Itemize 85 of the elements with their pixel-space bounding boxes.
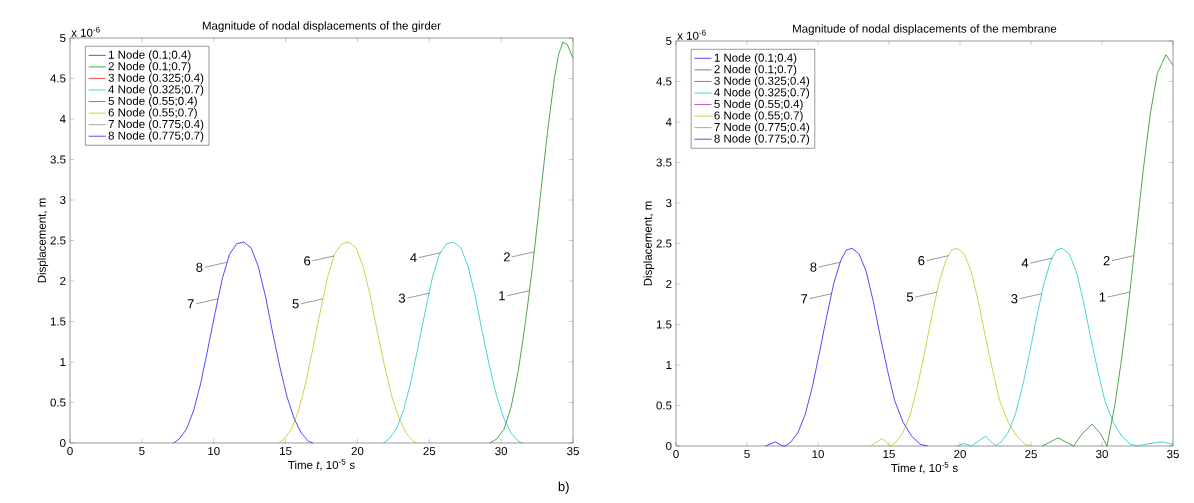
- annotation: 4: [1021, 258, 1029, 268]
- x-tick-label: 5: [744, 450, 750, 459]
- legend-label: 7 Node (0.775;0.4): [108, 119, 204, 131]
- y-tick-label: 1: [666, 361, 672, 369]
- x-tick-label: 30: [1096, 450, 1108, 459]
- y-tick-label: 3.5: [50, 155, 66, 164]
- x-tick-label: 15: [883, 450, 895, 459]
- text: x 10$^{-6}$: [71, 26, 100, 37]
- annotation: 1: [499, 291, 505, 301]
- legend-label: 6 Node (0.55;0.7): [108, 108, 197, 119]
- annotation: 7: [801, 294, 808, 304]
- y-tick-label: 3.5: [656, 158, 672, 167]
- y-tick-label: 3: [666, 198, 672, 208]
- legend-label: 2 Node (0.1;0.7): [108, 61, 191, 73]
- x-tick-label: 0: [673, 450, 679, 459]
- legend-label: 5 Node (0.55;0.4): [108, 96, 197, 108]
- y-tick-label: 5: [666, 36, 672, 45]
- annotation: 3: [398, 293, 406, 303]
- y-tick-label: 2: [60, 276, 66, 285]
- annotation: 5: [292, 299, 299, 309]
- y-tick-label: 4: [59, 115, 66, 123]
- y-tick-label: 0: [60, 438, 66, 448]
- text: b): [558, 481, 569, 494]
- y-tick-label: 0.5: [50, 398, 66, 407]
- legend-label: 5 Node (0.55;0.4): [714, 99, 803, 111]
- legend-label: 1 Node (0.1;0.4): [108, 50, 191, 62]
- legend-label: 4 Node (0.325;0.7): [108, 84, 204, 96]
- line-series: [173, 241, 314, 444]
- legend-label: 8 Node (0.775;0.7): [108, 131, 204, 142]
- y-tick-label: 2.5: [656, 239, 672, 248]
- x-tick-label: 20: [351, 447, 364, 456]
- x-tick-label: 25: [423, 447, 436, 456]
- y-tick-label: 4.5: [50, 74, 66, 83]
- x-tick-label: 10: [208, 447, 220, 456]
- x-axis-title: Time t, 10$^{-5}$ s: [891, 462, 958, 474]
- x-axis-title: Time t, 10$^{-5}$ s: [288, 459, 355, 471]
- y-tick-label: 3: [60, 195, 66, 205]
- y-axis-title: Displacement, m: [643, 201, 655, 286]
- annotation: 7: [187, 299, 194, 309]
- x-tick-label: 0: [67, 447, 73, 456]
- annotation: 4: [410, 253, 417, 263]
- chart-title: Magnitude of nodal displacements of the girder: [202, 21, 441, 32]
- y-axis-title: Displacement, m: [37, 198, 49, 283]
- y-tick-label: 2.5: [50, 236, 66, 245]
- annotation: 6: [304, 256, 311, 266]
- annotation: 1: [1099, 292, 1106, 302]
- annotation: 8: [810, 262, 817, 272]
- annotation: 8: [196, 262, 203, 272]
- chart-title: Magnitude of nodal displacements of the membrane: [793, 24, 1057, 35]
- y-tick-label: 4.5: [656, 77, 672, 86]
- legend-label: 3 Node (0.325;0.4): [714, 76, 810, 88]
- x-tick-label: 10: [812, 450, 824, 459]
- legend-label: 2 Node (0.1;0.7): [714, 64, 797, 76]
- line-series: [870, 248, 1033, 447]
- x-tick-label: 15: [280, 447, 292, 456]
- y-tick-label: 1.5: [656, 320, 672, 329]
- y-tick-label: 4: [665, 118, 672, 126]
- y-tick-label: 1: [60, 358, 66, 366]
- y-tick-label: 2: [666, 279, 672, 288]
- x-tick-label: 35: [1167, 450, 1179, 459]
- y-tick-label: 0.5: [656, 401, 672, 410]
- legend-label: 4 Node (0.325;0.7): [714, 87, 810, 99]
- x-tick-label: 25: [1025, 450, 1037, 459]
- annotation: 6: [918, 256, 925, 266]
- annotation: 3: [1011, 294, 1018, 304]
- line-series: [489, 41, 574, 444]
- line-series: [382, 241, 524, 444]
- x-tick-label: 35: [567, 447, 579, 456]
- y-tick-label: 5: [60, 33, 66, 42]
- x-tick-label: 30: [495, 447, 508, 456]
- line-series: [278, 241, 419, 444]
- legend-label: 8 Node (0.775;0.7): [714, 134, 810, 145]
- legend-label: 1 Node (0.1;0.4): [714, 53, 797, 65]
- legend-label: 7 Node (0.775;0.4): [714, 122, 810, 134]
- line-series: [956, 248, 1174, 447]
- annotation: 2: [1103, 256, 1110, 266]
- annotation: 2: [503, 252, 510, 262]
- x-tick-label: 20: [954, 450, 966, 459]
- y-tick-label: 1.5: [50, 317, 66, 326]
- legend-label: 3 Node (0.325;0.4): [108, 73, 204, 85]
- line-series: [765, 248, 928, 447]
- legend-label: 6 Node (0.55;0.7): [714, 111, 803, 122]
- text: x 10$^{-6}$: [677, 29, 706, 40]
- annotation: 5: [906, 292, 914, 302]
- x-tick-label: 5: [139, 447, 145, 456]
